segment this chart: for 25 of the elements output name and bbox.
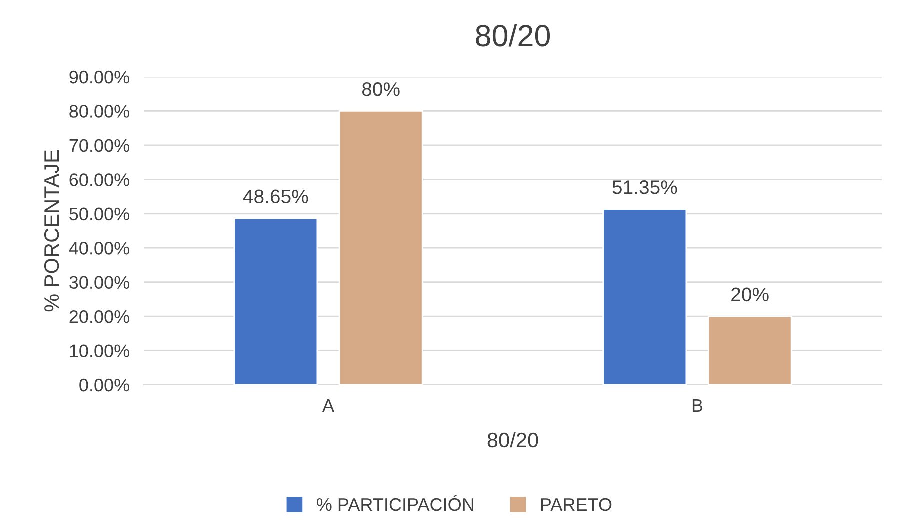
y-tick-label: 80.00% xyxy=(70,105,130,118)
y-tick-label: 50.00% xyxy=(70,208,130,221)
data-label: 48.65% xyxy=(243,190,308,204)
x-tick-label: A xyxy=(322,400,334,412)
legend-label: % PARTICIPACIÓN xyxy=(317,495,474,512)
data-label: 80% xyxy=(362,82,400,96)
y-tick-label: 0.00% xyxy=(80,378,130,392)
data-label: 20% xyxy=(732,288,769,302)
y-tick-label: 30.00% xyxy=(70,276,130,290)
bar xyxy=(234,218,318,385)
data-label: 51.35% xyxy=(612,180,678,194)
legend-label: PARETO xyxy=(541,498,612,512)
x-axis-title: 80/20 xyxy=(488,432,538,448)
bar xyxy=(602,208,688,385)
y-tick-label: 60.00% xyxy=(70,174,130,186)
x-tick-label: B xyxy=(692,400,703,412)
bar xyxy=(338,110,424,385)
chart-title: 80/20 xyxy=(476,24,550,47)
y-axis-title: % PORCENTAJE xyxy=(44,150,60,312)
y-tick-label: 40.00% xyxy=(69,242,130,255)
y-tick-label: 90.00% xyxy=(70,70,130,84)
y-tick-label: 70.00% xyxy=(70,139,130,152)
bar xyxy=(708,316,792,385)
y-tick-label: 10.00% xyxy=(70,344,130,358)
y-tick-label: 20.00% xyxy=(70,310,130,324)
